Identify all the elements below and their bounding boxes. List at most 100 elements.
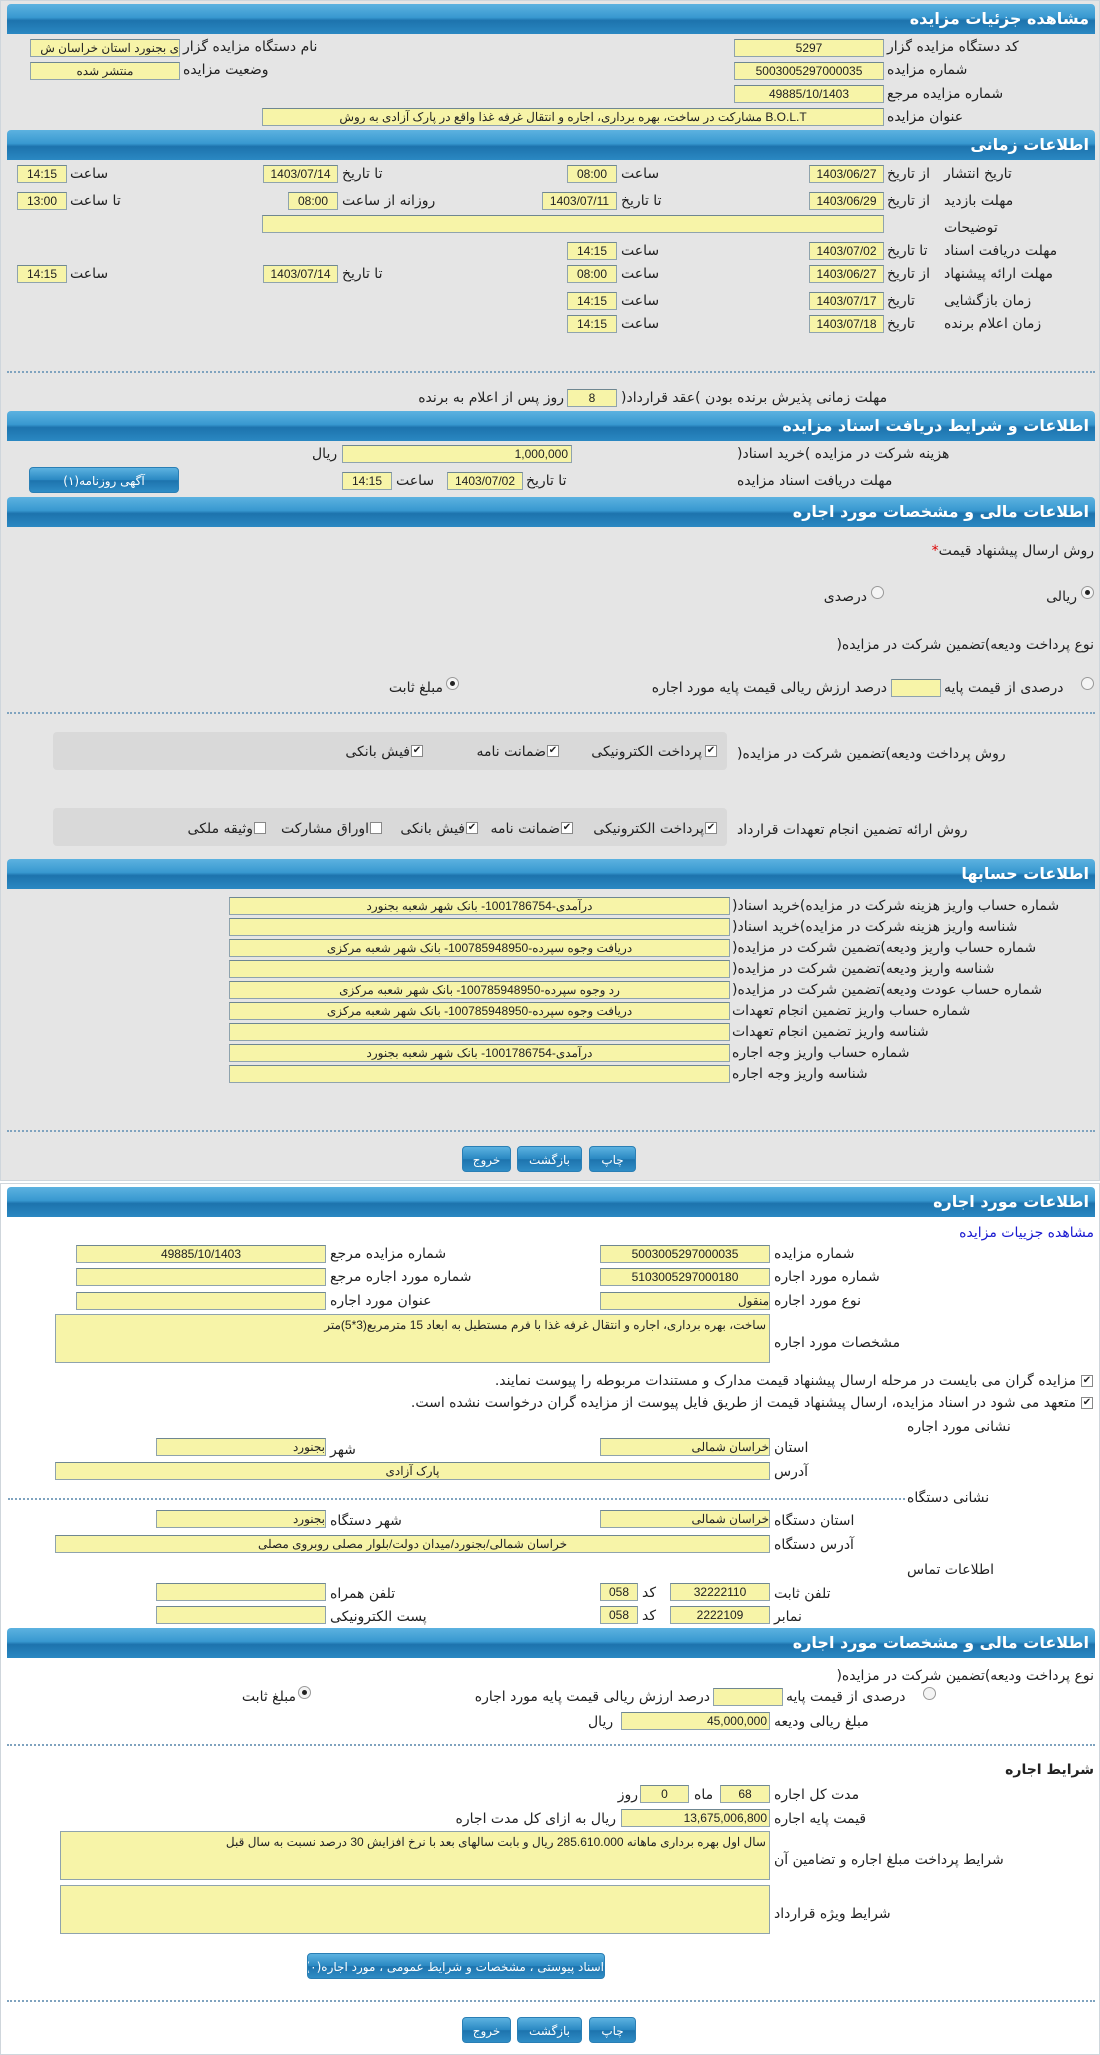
day-label: روز: [617, 1787, 638, 1803]
auction-number-field[interactable]: 5003005297000035: [734, 62, 884, 80]
auction-title-field[interactable]: B.O.L.T مشارکت در ساخت، بهره برداری، اجا…: [262, 108, 884, 126]
publish-from-time[interactable]: 08:00: [567, 165, 617, 183]
docs-deadline-date[interactable]: 1403/07/02: [447, 472, 523, 490]
checkbox-bonds[interactable]: [370, 822, 382, 834]
account-label: شناسه واریز هزینه شرکت در مزایده)خرید اس…: [732, 919, 1018, 935]
fee-field[interactable]: 1,000,000: [342, 445, 572, 463]
offer-to-date[interactable]: 1403/07/14: [263, 265, 338, 283]
visit-from-date[interactable]: 1403/06/29: [809, 192, 884, 210]
radio-deposit-percent[interactable]: [923, 1687, 936, 1700]
phone-field[interactable]: 32222110: [670, 1583, 770, 1601]
province-field[interactable]: خراسان شمالی: [600, 1438, 770, 1456]
publish-label: تاریخ انتشار: [944, 166, 1012, 182]
notice-checkbox-2[interactable]: [1081, 1397, 1093, 1409]
contract-days-field[interactable]: 8: [567, 389, 617, 407]
offer-to-time[interactable]: 14:15: [17, 265, 67, 283]
exit-button[interactable]: خروج: [462, 1146, 511, 1172]
hour-label: ساعت: [621, 266, 660, 282]
docs-deadline-time[interactable]: 14:15: [342, 472, 392, 490]
publish-to-time[interactable]: 14:15: [17, 165, 67, 183]
lease-item-type[interactable]: منقول: [600, 1292, 770, 1310]
publish-from-date[interactable]: 1403/06/27: [809, 165, 884, 183]
checkbox-electronic-payment[interactable]: [705, 822, 717, 834]
offer-from-date[interactable]: 1403/06/27: [809, 265, 884, 283]
account-field[interactable]: [229, 1065, 730, 1083]
percent-field[interactable]: [713, 1688, 783, 1706]
radio-fixed-amount[interactable]: [298, 1686, 311, 1699]
checkbox-electronic-payment[interactable]: [705, 745, 717, 757]
lease-auction-number[interactable]: 5003005297000035: [600, 1245, 770, 1263]
visit-daily-to[interactable]: 13:00: [17, 192, 67, 210]
lease-item-title[interactable]: [76, 1292, 326, 1310]
back-button[interactable]: بازگشت: [517, 2017, 582, 2043]
percent-suffix: درصد ارزش ریالی قیمت پایه مورد اجاره: [651, 680, 887, 696]
lease-specs-textarea[interactable]: ساخت، بهره برداری، اجاره و انتقال غرفه غ…: [55, 1314, 770, 1363]
lease-item-number[interactable]: 5103005297000180: [600, 1268, 770, 1286]
attached-documents-button[interactable]: اسناد پیوستی ، مشخصات و شرایط عمومی ، مو…: [307, 1953, 605, 1979]
checkbox-guarantee-letter[interactable]: [561, 822, 573, 834]
base-price-field[interactable]: 13,675,006,800: [621, 1809, 770, 1827]
winner-date[interactable]: 1403/07/18: [809, 315, 884, 333]
docs-time[interactable]: 14:15: [567, 242, 617, 260]
radio-rial[interactable]: [1081, 586, 1094, 599]
radio-deposit-percent[interactable]: [1081, 677, 1094, 690]
visit-daily-from[interactable]: 08:00: [288, 192, 338, 210]
winner-time[interactable]: 14:15: [567, 315, 617, 333]
checkbox-property-collateral[interactable]: [254, 822, 266, 834]
org-name-field[interactable]: ی بجنورد استان خراسان ش: [30, 39, 180, 57]
account-field[interactable]: [229, 918, 730, 936]
account-field[interactable]: [229, 960, 730, 978]
fax-field[interactable]: 2222109: [670, 1606, 770, 1624]
mobile-field[interactable]: [156, 1583, 326, 1601]
days-field[interactable]: 0: [640, 1785, 689, 1803]
province-label: استان: [774, 1440, 809, 1456]
notes-field[interactable]: [262, 215, 884, 233]
email-field[interactable]: [156, 1606, 326, 1624]
offer-from-time[interactable]: 08:00: [567, 265, 617, 283]
org-code-field[interactable]: 5297: [734, 39, 884, 57]
payment-terms-textarea[interactable]: سال اول بهره برداری ماهانه 285.610.000 ر…: [60, 1831, 770, 1880]
account-label: شماره حساب واریز هزینه شرکت در مزایده)خر…: [732, 898, 1060, 914]
print-button[interactable]: چاپ: [589, 1146, 636, 1172]
org-province-field[interactable]: خراسان شمالی: [600, 1510, 770, 1528]
checkbox-bank-receipt[interactable]: [411, 745, 423, 757]
lease-item-reference[interactable]: [76, 1268, 326, 1286]
exit-button[interactable]: خروج: [462, 2017, 511, 2043]
publish-to-date[interactable]: 1403/07/14: [263, 165, 338, 183]
phone-code-field[interactable]: 058: [600, 1583, 638, 1601]
opening-date[interactable]: 1403/07/17: [809, 292, 884, 310]
radio-percent[interactable]: [871, 586, 884, 599]
docs-to-date[interactable]: 1403/07/02: [809, 242, 884, 260]
city-field[interactable]: بجنورد: [156, 1438, 326, 1456]
lease-reference-number[interactable]: 49885/10/1403: [76, 1245, 326, 1263]
auction-status-field[interactable]: منتشر شده: [30, 62, 180, 80]
deposit-amount-field[interactable]: 45,000,000: [621, 1712, 770, 1730]
visit-to-date[interactable]: 1403/07/11: [542, 192, 617, 210]
org-city-field[interactable]: بجنورد: [156, 1510, 326, 1528]
hour-label: ساعت: [70, 166, 109, 182]
account-field[interactable]: دریافت وجوه سپرده-100785948950- بانک شهر…: [229, 1002, 730, 1020]
opening-time[interactable]: 14:15: [567, 292, 617, 310]
fax-code-field[interactable]: 058: [600, 1606, 638, 1624]
months-field[interactable]: 68: [720, 1785, 770, 1803]
newspaper-ad-button[interactable]: آگهی روزنامه(۱): [29, 467, 179, 493]
percent-field[interactable]: [891, 679, 941, 697]
account-field[interactable]: درآمدی-1001786754- بانک شهر شعبه بجنورد: [229, 1044, 730, 1062]
radio-fixed-amount[interactable]: [446, 677, 459, 690]
back-button[interactable]: بازگشت: [517, 1146, 582, 1172]
auction-details-link[interactable]: مشاهده جزییات مزایده: [959, 1225, 1094, 1241]
checkbox-guarantee-letter[interactable]: [547, 745, 559, 757]
payment-terms-label: شرایط پرداخت مبلغ اجاره و تضامین آن: [774, 1852, 1004, 1868]
account-field[interactable]: [229, 1023, 730, 1041]
account-field[interactable]: درآمدی-1001786754- بانک شهر شعبه بجنورد: [229, 897, 730, 915]
print-button[interactable]: چاپ: [589, 2017, 636, 2043]
special-terms-textarea[interactable]: [60, 1885, 770, 1934]
account-field[interactable]: رد وجوه سپرده-100785948950- بانک شهر شعب…: [229, 981, 730, 999]
checkbox-bank-receipt[interactable]: [466, 822, 478, 834]
address-field[interactable]: پارک آزادی: [55, 1462, 770, 1480]
notice-checkbox-1[interactable]: [1081, 1375, 1093, 1387]
account-field[interactable]: دریافت وجوه سپرده-100785948950- بانک شهر…: [229, 939, 730, 957]
section-header-lease-financial: اطلاعات مالی و مشخصات مورد اجاره: [7, 1628, 1095, 1658]
reference-number-field[interactable]: 49885/10/1403: [734, 85, 884, 103]
org-address-field[interactable]: خراسان شمالی/بجنورد/میدان دولت/بلوار مصل…: [55, 1535, 770, 1553]
